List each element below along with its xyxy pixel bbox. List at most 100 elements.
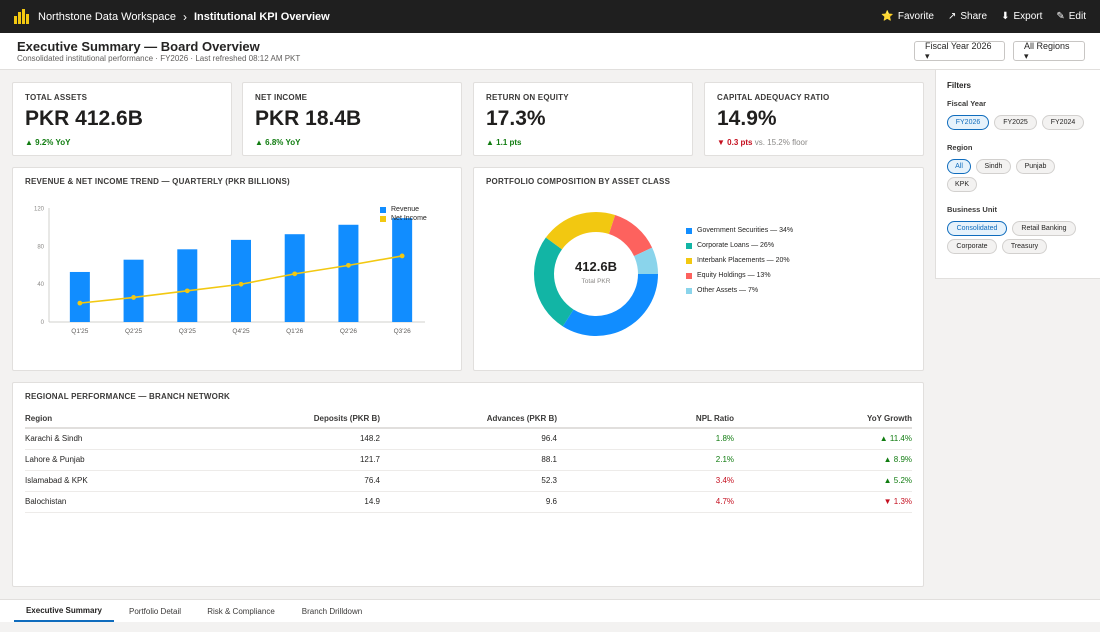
cell-deposits: 76.4 xyxy=(185,470,380,492)
share-icon: ↗ xyxy=(948,11,957,22)
filter-label-business-unit: Business Unit xyxy=(947,205,998,214)
chip-sindh[interactable]: Sindh xyxy=(976,159,1011,174)
chip-fy2024[interactable]: FY2024 xyxy=(1042,115,1084,130)
chart-title: Portfolio Composition by Asset Class xyxy=(486,177,671,186)
chip-fy2026[interactable]: FY2026 xyxy=(947,115,989,130)
legend-swatch xyxy=(686,287,692,294)
x-tick-label: Q4'25 xyxy=(232,328,250,335)
kpi-delta: ▲ 6.8% YoY xyxy=(255,138,300,147)
legend-item-corporate-loans[interactable]: Corporate Loans — 26% xyxy=(686,242,774,249)
revenue-bar xyxy=(338,224,359,322)
favorite-button[interactable]: ⭐ Favorite xyxy=(881,11,934,22)
x-tick-label: Q1'26 xyxy=(286,328,304,335)
donut-slice xyxy=(608,215,653,257)
column-header-region[interactable]: Region xyxy=(25,410,185,429)
x-tick-label: Q1'25 xyxy=(71,328,89,335)
kpi-card-net-income[interactable]: Net Income PKR 18.4B ▲ 6.8% YoY xyxy=(242,82,462,156)
edit-label: Edit xyxy=(1068,11,1086,22)
kpi-label: Return on Equity xyxy=(486,93,569,102)
cell-deposits: 148.2 xyxy=(185,428,380,450)
table-row[interactable]: Balochistan 14.9 9.6 4.7% ▼ 1.3% xyxy=(25,491,912,513)
legend-label: Other Assets — 7% xyxy=(697,287,759,294)
legend-swatch xyxy=(686,272,692,279)
export-button[interactable]: ⬇ Export xyxy=(1001,11,1042,22)
share-label: Share xyxy=(960,11,988,22)
revenue-trend-chart[interactable]: 0 40 80 120 Q1'25 Q2'25 Q3'25 Q4'25 Q1'26 Q2'26 Q3… xyxy=(13,168,463,372)
legend-item-interbank-placements[interactable]: Interbank Placements — 20% xyxy=(686,257,790,264)
cell-npl-ratio: 2.1% xyxy=(557,449,734,471)
net-income-point xyxy=(346,262,351,268)
table-title: Regional Performance — Branch Network xyxy=(25,392,231,401)
chip-fy2025[interactable]: FY2025 xyxy=(994,115,1037,130)
net-income-point xyxy=(399,253,405,259)
breadcrumb: Northstone Data Workspace › Institutiona… xyxy=(38,0,330,33)
column-header-advances[interactable]: Advances (PKR B) xyxy=(380,410,557,429)
breadcrumb-separator: › xyxy=(182,9,187,24)
kpi-card-capital-adequacy[interactable]: Capital Adequacy Ratio 14.9% ▼ 0.3 pts v… xyxy=(704,82,924,156)
kpi-value: 14.9% xyxy=(717,107,777,130)
app-logo-icon[interactable] xyxy=(14,9,30,24)
kpi-label: Total Assets xyxy=(25,93,88,102)
legend-item-revenue[interactable]: Revenue xyxy=(380,206,419,213)
breadcrumb-workspace[interactable]: Northstone Data Workspace xyxy=(38,10,176,23)
portfolio-donut-chart[interactable]: 412.6B Total PKR xyxy=(474,168,925,372)
export-icon: ⬇ xyxy=(1001,11,1010,22)
filter-label-fiscal-year: Fiscal Year xyxy=(947,99,987,108)
net-income-point xyxy=(77,300,83,306)
legend-item-other-assets[interactable]: Other Assets — 7% xyxy=(686,287,758,294)
legend-label: Revenue xyxy=(391,206,420,213)
kpi-delta-value: ▲ 1.1 pts xyxy=(486,138,522,147)
kpi-label: Net Income xyxy=(255,93,308,102)
legend-item-government-securities[interactable]: Government Securities — 34% xyxy=(686,227,793,234)
chip-retail-banking[interactable]: Retail Banking xyxy=(1012,221,1076,236)
regional-performance-table: Region Deposits (PKR B) Advances (PKR B)… xyxy=(25,410,912,513)
column-header-deposits[interactable]: Deposits (PKR B) xyxy=(185,410,380,429)
chip-corporate[interactable]: Corporate xyxy=(947,239,997,254)
cell-advances: 88.1 xyxy=(380,449,557,471)
star-icon: ⭐ xyxy=(881,11,894,22)
chip-punjab[interactable]: Punjab xyxy=(1016,159,1055,174)
regional-performance-card: Regional Performance — Branch Network Re… xyxy=(12,382,924,587)
kpi-value: PKR 18.4B xyxy=(255,107,362,130)
chip-all[interactable]: All xyxy=(947,159,971,174)
share-button[interactable]: ↗ Share xyxy=(948,11,987,22)
legend-label: Government Securities — 34% xyxy=(697,227,794,234)
table-row[interactable]: Islamabad & KPK 76.4 52.3 3.4% ▲ 5.2% xyxy=(25,470,912,492)
tab-executive-summary[interactable]: Executive Summary xyxy=(14,600,114,622)
edit-icon: ✎ xyxy=(1056,11,1065,22)
region-dropdown[interactable]: All Regions ▾ xyxy=(1013,41,1085,61)
cell-deposits: 14.9 xyxy=(185,491,380,513)
legend-item-equity-holdings[interactable]: Equity Holdings — 13% xyxy=(686,272,771,279)
donut-slice xyxy=(545,212,616,250)
cell-deposits: 121.7 xyxy=(185,449,380,471)
cell-region: Balochistan xyxy=(25,491,185,513)
edit-button[interactable]: ✎ Edit xyxy=(1056,11,1086,22)
donut-slice xyxy=(534,237,574,327)
legend-label: Interbank Placements — 20% xyxy=(697,257,790,264)
favorite-label: Favorite xyxy=(897,11,934,22)
revenue-bar xyxy=(392,218,413,322)
tab-portfolio-detail[interactable]: Portfolio Detail xyxy=(128,606,182,616)
x-tick-label: Q2'25 xyxy=(125,328,143,335)
chip-consolidated[interactable]: Consolidated xyxy=(947,221,1007,236)
tab-branch-drilldown[interactable]: Branch Drilldown xyxy=(301,606,363,616)
filters-panel: Filters Fiscal Year FY2026 FY2025 FY2024… xyxy=(935,70,1100,279)
column-header-yoy-growth[interactable]: YoY Growth xyxy=(734,410,912,429)
cell-yoy-growth: ▼ 1.3% xyxy=(734,491,912,513)
column-header-npl-ratio[interactable]: NPL Ratio xyxy=(557,410,734,429)
table-row[interactable]: Lahore & Punjab 121.7 88.1 2.1% ▲ 8.9% xyxy=(25,449,912,471)
table-row[interactable]: Karachi & Sindh 148.2 96.4 1.8% ▲ 11.4% xyxy=(25,428,912,450)
chip-treasury[interactable]: Treasury xyxy=(1002,239,1047,254)
kpi-delta-note: vs. 15.2% floor xyxy=(754,138,808,147)
donut-slice xyxy=(562,274,658,336)
chip-kpk[interactable]: KPK xyxy=(947,177,977,192)
kpi-card-return-on-equity[interactable]: Return on Equity 17.3% ▲ 1.1 pts xyxy=(473,82,693,156)
legend-item-net-income[interactable]: Net Income xyxy=(380,215,427,222)
kpi-card-total-assets[interactable]: Total Assets PKR 412.6B ▲ 9.2% YoY xyxy=(12,82,232,156)
table-header-row: Region Deposits (PKR B) Advances (PKR B)… xyxy=(25,410,912,429)
tab-risk-compliance[interactable]: Risk & Compliance xyxy=(207,606,275,616)
fiscal-year-dropdown[interactable]: Fiscal Year 2026 ▾ xyxy=(914,41,1005,61)
cell-yoy-growth: ▲ 8.9% xyxy=(734,449,912,471)
revenue-bar xyxy=(231,239,251,322)
revenue-bar xyxy=(123,259,144,322)
